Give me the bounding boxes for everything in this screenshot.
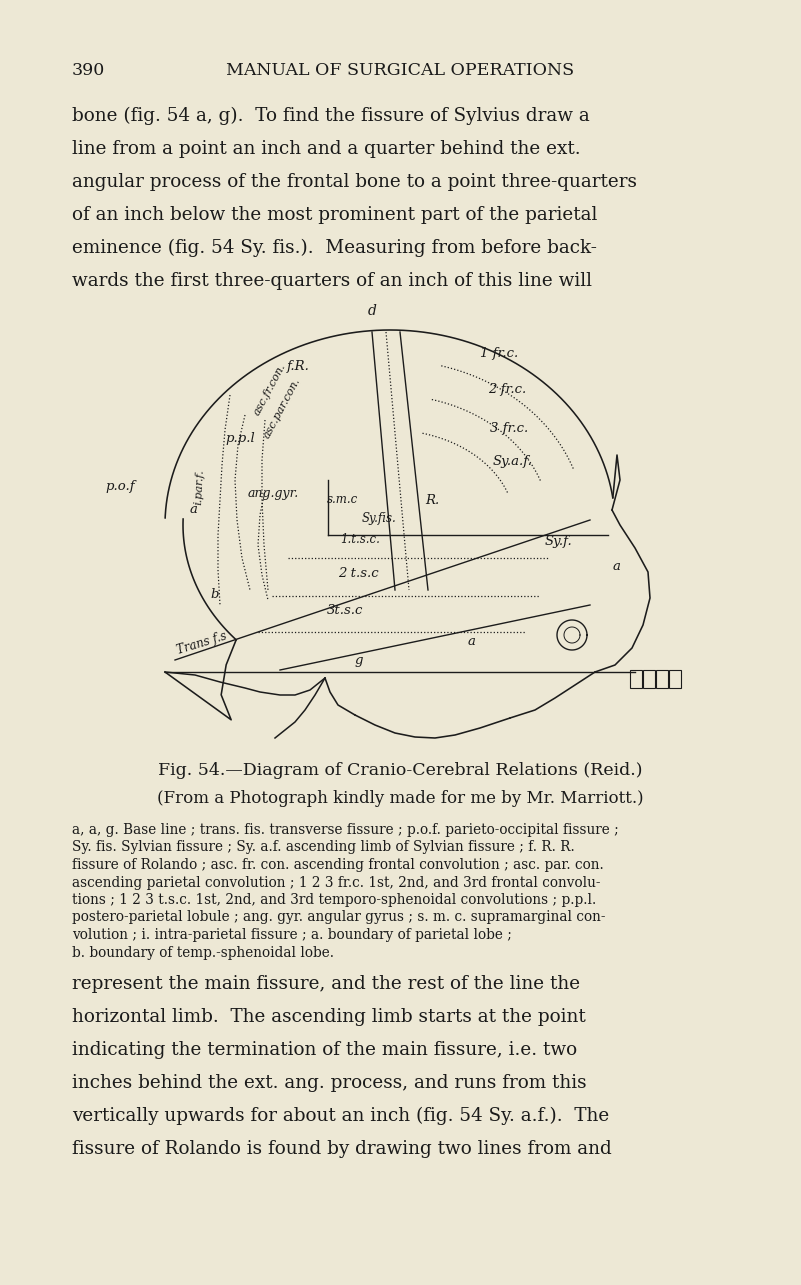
Text: b. boundary of temp.-sphenoidal lobe.: b. boundary of temp.-sphenoidal lobe. (72, 946, 334, 960)
Text: g: g (355, 654, 364, 667)
Text: Fig. 54.—Diagram of Cranio-Cerebral Relations (Reid.): Fig. 54.—Diagram of Cranio-Cerebral Rela… (158, 762, 642, 779)
Text: eminence (fig. 54 Sy. fis.).  Measuring from before back-: eminence (fig. 54 Sy. fis.). Measuring f… (72, 239, 597, 257)
Text: i.par.f.: i.par.f. (193, 469, 205, 505)
Text: s.m.c: s.m.c (327, 493, 358, 506)
Bar (630, 669, 642, 687)
Text: R.: R. (425, 493, 439, 508)
Text: 390: 390 (72, 62, 105, 78)
Text: wards the first three-quarters of an inch of this line will: wards the first three-quarters of an inc… (72, 272, 592, 290)
Text: f.R.: f.R. (287, 360, 310, 373)
Text: asc.fr.con.: asc.fr.con. (252, 361, 288, 418)
Text: 3t.s.c: 3t.s.c (327, 604, 364, 617)
Text: a, a, g. Base line ; trans. fis. transverse fissure ; p.o.f. parieto-occipital f: a, a, g. Base line ; trans. fis. transve… (72, 822, 618, 837)
Text: bone (fig. 54 a, g).  To find the fissure of Sylvius draw a: bone (fig. 54 a, g). To find the fissure… (72, 107, 590, 125)
Text: Trans f.s: Trans f.s (175, 630, 228, 657)
Text: fissure of Rolando ; asc. fr. con. ascending frontal convolution ; asc. par. con: fissure of Rolando ; asc. fr. con. ascen… (72, 858, 604, 873)
Text: Sy.a.f.: Sy.a.f. (493, 455, 533, 468)
Text: a: a (190, 502, 198, 517)
Text: horizontal limb.  The ascending limb starts at the point: horizontal limb. The ascending limb star… (72, 1007, 586, 1025)
Text: MANUAL OF SURGICAL OPERATIONS: MANUAL OF SURGICAL OPERATIONS (226, 62, 574, 78)
Text: a: a (468, 635, 476, 648)
Text: p.p.l: p.p.l (225, 432, 255, 445)
Bar (656, 669, 668, 687)
Text: 2 t.s.c: 2 t.s.c (338, 567, 379, 580)
Text: postero-parietal lobule ; ang. gyr. angular gyrus ; s. m. c. supramarginal con-: postero-parietal lobule ; ang. gyr. angu… (72, 911, 606, 924)
Text: line from a point an inch and a quarter behind the ext.: line from a point an inch and a quarter … (72, 140, 581, 158)
Text: vertically upwards for about an inch (fig. 54 Sy. a.f.).  The: vertically upwards for about an inch (fi… (72, 1106, 610, 1126)
Text: of an inch below the most prominent part of the parietal: of an inch below the most prominent part… (72, 206, 598, 224)
Text: volution ; i. intra-parietal fissure ; a. boundary of parietal lobe ;: volution ; i. intra-parietal fissure ; a… (72, 928, 512, 942)
Text: (From a Photograph kindly made for me by Mr. Marriott.): (From a Photograph kindly made for me by… (157, 790, 643, 807)
Text: Sy.fis.: Sy.fis. (362, 511, 396, 526)
Text: ang.gyr.: ang.gyr. (248, 487, 300, 500)
Text: angular process of the frontal bone to a point three-quarters: angular process of the frontal bone to a… (72, 173, 637, 191)
Text: indicating the termination of the main fissure, i.e. two: indicating the termination of the main f… (72, 1041, 578, 1059)
Text: inches behind the ext. ang. process, and runs from this: inches behind the ext. ang. process, and… (72, 1074, 586, 1092)
Text: 1.t.s.c.: 1.t.s.c. (340, 533, 380, 546)
Text: b: b (210, 589, 219, 601)
Text: represent the main fissure, and the rest of the line the: represent the main fissure, and the rest… (72, 975, 580, 993)
Text: 3 fr.c.: 3 fr.c. (490, 421, 528, 436)
Bar (643, 669, 655, 687)
Text: ascending parietal convolution ; 1 2 3 fr.c. 1st, 2nd, and 3rd frontal convolu-: ascending parietal convolution ; 1 2 3 f… (72, 875, 601, 889)
Text: tions ; 1 2 3 t.s.c. 1st, 2nd, and 3rd temporo-sphenoidal convolutions ; p.p.l.: tions ; 1 2 3 t.s.c. 1st, 2nd, and 3rd t… (72, 893, 596, 907)
Text: 1 fr.c.: 1 fr.c. (480, 347, 518, 360)
Text: Sy.f.: Sy.f. (545, 535, 573, 547)
Text: fissure of Rolando is found by drawing two lines from and: fissure of Rolando is found by drawing t… (72, 1140, 612, 1158)
Bar (669, 669, 681, 687)
Text: p.o.f: p.o.f (105, 481, 135, 493)
Text: asc.par.con.: asc.par.con. (262, 377, 302, 439)
Text: Sy. fis. Sylvian fissure ; Sy. a.f. ascending limb of Sylvian fissure ; f. R. R.: Sy. fis. Sylvian fissure ; Sy. a.f. asce… (72, 840, 575, 855)
Text: 2 fr.c.: 2 fr.c. (488, 383, 526, 396)
Text: d: d (368, 305, 376, 317)
Text: a: a (613, 560, 621, 573)
